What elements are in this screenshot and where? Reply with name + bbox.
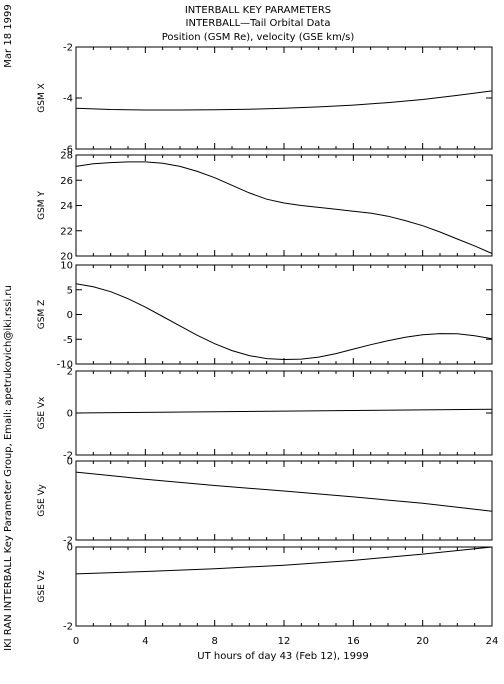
title-line-3: Position (GSM Re), velocity (GSE km/s): [162, 32, 355, 43]
y-axis-label: GSM Y: [37, 191, 47, 220]
x-tick-label: 24: [486, 636, 499, 647]
series-line: [75, 283, 493, 361]
y-tick-label: 0: [67, 543, 73, 554]
y-tick-label: -10: [57, 360, 73, 371]
y-tick-label: -2: [63, 43, 73, 54]
series-line: [75, 161, 493, 254]
y-tick-label: -2: [63, 622, 73, 633]
y-tick-label: 10: [60, 261, 73, 272]
y-tick-label: 24: [60, 201, 73, 212]
date-stamp: Mar 18 1999: [3, 4, 14, 67]
title-line-2: INTERBALL—Tail Orbital Data: [186, 18, 331, 29]
y-axis-label: GSE Vy: [37, 484, 47, 517]
y-tick-label: 0: [67, 310, 73, 321]
y-tick-label: 2: [67, 367, 73, 378]
y-tick-label: 5: [67, 285, 73, 296]
panel-frame: [75, 46, 493, 150]
y-tick-label: 22: [60, 226, 73, 237]
panel-frame: [75, 154, 493, 257]
x-tick-label: 0: [73, 636, 79, 647]
y-axis-label: GSM X: [37, 83, 47, 112]
y-axis-label: GSM Z: [37, 300, 47, 329]
y-tick-label: -5: [63, 335, 73, 346]
y-tick-label: 26: [60, 176, 73, 187]
y-tick-label: -6: [63, 145, 73, 156]
series-line: [75, 471, 493, 512]
y-axis-label: GSE Vz: [37, 570, 47, 602]
x-tick-label: 20: [416, 636, 429, 647]
x-tick-label: 12: [278, 636, 291, 647]
panel-frame: [75, 460, 493, 541]
panel-frame: [75, 264, 493, 365]
credit-label: IKI RAN INTERBALL Key Parameter Group, E…: [3, 285, 14, 651]
y-tick-label: -2: [63, 536, 73, 547]
x-tick-label: 8: [211, 636, 217, 647]
y-tick-label: 28: [60, 151, 73, 162]
y-tick-label: 0: [67, 409, 73, 420]
y-tick-label: -4: [63, 94, 73, 105]
x-tick-label: 4: [142, 636, 148, 647]
panel-frame: [75, 370, 493, 456]
y-tick-label: 0: [67, 457, 73, 468]
y-tick-label: 20: [60, 252, 73, 263]
x-axis-label: UT hours of day 43 (Feb 12), 1999: [197, 651, 368, 662]
series-line: [75, 408, 493, 414]
y-tick-label: -2: [63, 451, 73, 462]
y-axis-label: GSE Vx: [37, 396, 47, 429]
series-line: [75, 546, 493, 575]
series-line: [75, 90, 493, 111]
x-tick-label: 16: [347, 636, 360, 647]
panel-frame: [75, 546, 493, 627]
title-line-1: INTERBALL KEY PARAMETERS: [185, 5, 331, 16]
